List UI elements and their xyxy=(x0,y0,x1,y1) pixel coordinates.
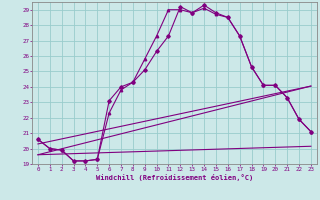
X-axis label: Windchill (Refroidissement éolien,°C): Windchill (Refroidissement éolien,°C) xyxy=(96,174,253,181)
